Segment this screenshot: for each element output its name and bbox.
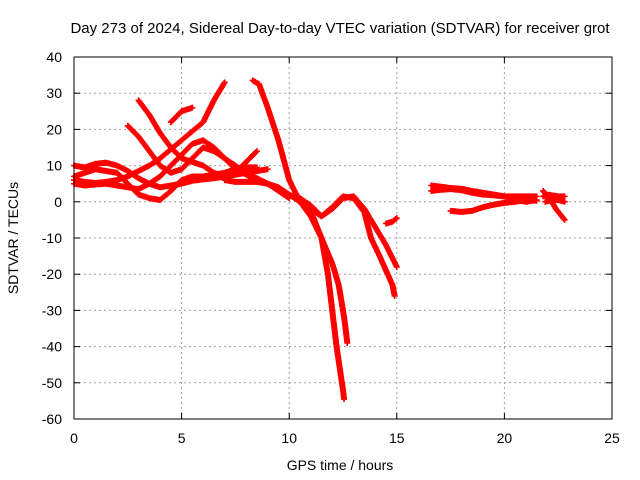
x-tick-labels: 0 5 10 15 20 25	[70, 430, 620, 446]
series-track-m	[428, 186, 540, 200]
x-tick-label: 15	[389, 430, 405, 446]
data-point-markers	[124, 122, 348, 403]
y-tick-label: -20	[42, 266, 62, 282]
x-tick-label: 0	[70, 430, 78, 446]
y-tick-label: 0	[54, 194, 62, 210]
data-point-markers	[447, 197, 540, 215]
y-tick-label: 30	[46, 85, 62, 101]
y-tick-label: 40	[46, 49, 62, 65]
x-axis-label: GPS time / hours	[287, 457, 394, 473]
data-point-markers	[428, 186, 540, 200]
y-tick-label: 20	[46, 121, 62, 137]
x-tick-label: 5	[178, 430, 186, 446]
x-tick-label: 20	[497, 430, 513, 446]
y-tick-label: 10	[46, 158, 62, 174]
series-track-e	[124, 122, 348, 403]
data-point-markers	[135, 97, 260, 180]
data-point-markers	[167, 104, 196, 126]
series-track-f	[135, 97, 260, 180]
data-point-markers	[542, 197, 568, 205]
data-point-markers	[221, 177, 400, 270]
data-point-markers	[249, 77, 351, 346]
plot-frame	[73, 56, 613, 420]
series-track-i	[221, 177, 400, 270]
y-tick-label: -30	[42, 302, 62, 318]
y-tick-label: -40	[42, 339, 62, 355]
series-track-q	[542, 197, 568, 205]
x-tick-label: 10	[281, 430, 297, 446]
data-points	[71, 77, 568, 403]
y-tick-label: -60	[42, 411, 62, 427]
series-track-g	[167, 104, 196, 126]
data-point-markers	[297, 193, 398, 299]
grid	[74, 57, 612, 419]
series-track-k	[383, 215, 400, 227]
y-tick-labels: -60 -50 -40 -30 -20 -10 0 10 20 30 40	[42, 49, 62, 427]
series-track-j	[297, 193, 398, 299]
y-tick-label: -50	[42, 375, 62, 391]
series-track-n	[447, 197, 540, 215]
data-point-markers	[383, 215, 400, 227]
y-tick-label: -10	[42, 230, 62, 246]
x-tick-label: 25	[604, 430, 620, 446]
data-point-markers	[540, 191, 568, 200]
y-axis-label: SDTVAR / TECUs	[5, 182, 21, 294]
series-track-p	[540, 191, 568, 200]
chart-title: Day 273 of 2024, Sidereal Day-to-day VTE…	[70, 20, 610, 37]
series-track-h	[249, 77, 351, 346]
